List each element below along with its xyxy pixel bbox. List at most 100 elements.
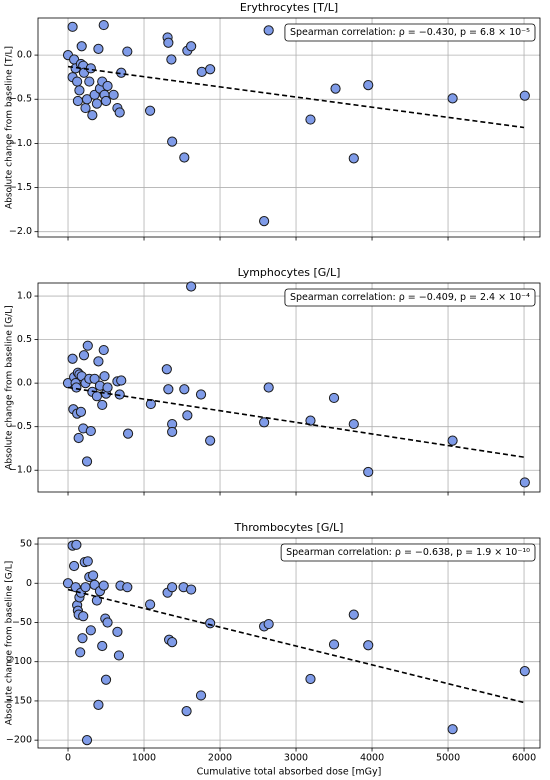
data-point <box>195 690 207 701</box>
data-point <box>167 636 178 648</box>
data-point <box>447 93 458 104</box>
data-point <box>363 466 374 478</box>
panel: Lymphocytes [G/L] −1.0 −0.5 0.0 0.5 1.0Absolu… <box>5 266 541 496</box>
data-point <box>305 415 316 426</box>
x-tick-label: 3000 <box>284 753 308 764</box>
data-point <box>78 611 89 622</box>
data-point <box>84 76 95 87</box>
y-tick-label: −0.5 <box>9 94 32 105</box>
plot-frame <box>37 537 541 749</box>
data-point <box>98 344 109 356</box>
trend-line <box>67 65 525 129</box>
y-tick-label: −2.0 <box>9 226 32 237</box>
data-point <box>100 95 112 107</box>
annotation-box <box>280 543 536 562</box>
data-point <box>72 95 84 107</box>
y-tick-label: −150 <box>6 695 32 706</box>
trend-line <box>67 386 525 458</box>
data-point <box>259 216 270 227</box>
data-point <box>85 63 96 74</box>
data-point <box>186 281 197 292</box>
data-point <box>263 618 274 630</box>
data-point <box>67 21 78 32</box>
data-point <box>196 66 207 77</box>
data-point <box>89 373 100 384</box>
plot-frame <box>37 17 541 238</box>
data-point <box>102 80 113 92</box>
data-point <box>519 666 530 677</box>
data-point <box>181 706 192 717</box>
data-point <box>97 399 108 411</box>
data-point <box>205 618 216 629</box>
data-point <box>85 425 96 437</box>
data-point <box>81 456 93 467</box>
y-tick-label: −50 <box>12 617 32 628</box>
data-point <box>167 582 178 593</box>
data-point <box>348 153 359 164</box>
data-point <box>145 599 156 610</box>
data-point <box>98 580 109 591</box>
annotation: Spearman correlation: ρ = −0.638, p = 1.… <box>286 547 530 558</box>
data-point <box>263 382 274 393</box>
data-point <box>82 340 93 351</box>
panel: Thrombocytes [G/L] 0 1000 2000 3000 4000 5000 6… <box>5 521 541 778</box>
data-point <box>519 477 530 488</box>
y-axis-label: Absolute change from baseline [G/L] <box>5 561 15 726</box>
data-point <box>98 19 109 31</box>
data-point <box>93 43 104 55</box>
data-point <box>99 371 110 382</box>
data-point <box>122 582 133 593</box>
data-point <box>348 609 359 620</box>
annotation-box <box>284 23 536 42</box>
y-tick-label: −1.0 <box>9 138 32 149</box>
y-tick-label: 0.5 <box>17 334 32 345</box>
data-point <box>72 76 83 87</box>
data-point <box>167 136 178 147</box>
data-point <box>116 375 127 386</box>
data-point <box>363 640 374 651</box>
data-point <box>328 639 340 650</box>
data-point <box>67 353 78 364</box>
data-point <box>71 382 82 393</box>
data-point <box>75 647 86 658</box>
data-point <box>182 410 193 421</box>
data-point <box>93 356 104 367</box>
data-point <box>77 633 88 644</box>
data-point <box>102 617 113 628</box>
y-tick-label: 50 <box>20 539 32 550</box>
data-point <box>112 626 123 637</box>
data-point <box>348 418 359 430</box>
data-point <box>186 41 197 52</box>
data-point <box>100 674 112 685</box>
chart-title: Erythrocytes [T/L] <box>240 1 338 14</box>
data-point <box>447 724 458 735</box>
data-point <box>108 89 119 100</box>
data-point <box>328 392 340 404</box>
data-point <box>74 85 85 96</box>
y-tick-label: 0.0 <box>17 50 32 61</box>
data-point <box>93 699 104 710</box>
data-point <box>305 673 316 685</box>
y-axis-label: Absolute change from baseline [T/L] <box>5 46 15 209</box>
data-point <box>447 435 458 446</box>
y-tick-label: −1.0 <box>9 465 32 476</box>
data-point <box>71 539 82 550</box>
annotation-box <box>284 288 536 307</box>
data-point <box>91 595 103 606</box>
data-point <box>259 417 270 428</box>
data-point <box>97 640 108 652</box>
y-tick-label: 0 <box>26 578 32 589</box>
data-point <box>81 735 93 746</box>
data-point <box>91 391 103 402</box>
chart-title: Thrombocytes [G/L] <box>234 521 344 534</box>
data-point <box>85 625 96 636</box>
chart-title: Lymphocytes [G/L] <box>238 266 341 279</box>
data-point <box>122 46 133 57</box>
y-tick-label: −0.5 <box>9 421 32 432</box>
data-point <box>161 364 172 375</box>
data-point <box>80 582 91 593</box>
data-point <box>82 556 93 567</box>
data-point <box>91 98 103 109</box>
data-point <box>179 384 190 395</box>
